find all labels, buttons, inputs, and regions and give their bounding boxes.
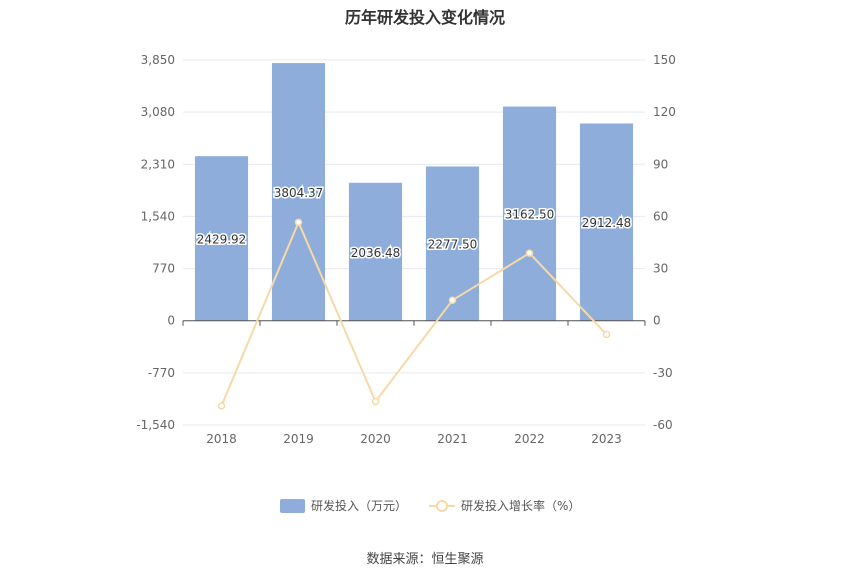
bar [579,123,634,321]
y-right-tick-label: -30 [653,366,673,380]
y-left-tick-label: 2,310 [141,157,175,171]
bar [425,166,480,321]
data-labels: 2429.92 3804.37 2036.48 2277.50 3162.50 2912.… [195,184,633,261]
y-left-tick-label: -770 [148,366,175,380]
bar-value-label: 2429.92 [197,232,247,246]
x-tick-label: 2021 [437,432,468,446]
legend-bar-swatch [280,498,305,513]
legend: 研发投入（万元） 研发投入增长率（%） [280,497,602,514]
x-tick-label: 2019 [283,432,314,446]
x-tick-label: 2020 [360,432,391,446]
y-right-tick-label: 150 [653,53,676,67]
bar-value-label: 2912.48 [582,216,632,230]
growth-point [217,402,226,410]
y-left-tick-label: 1,540 [141,209,175,223]
growth-point [602,330,611,339]
x-tick-label: 2018 [206,432,237,446]
y-left-tick-label: 770 [152,262,175,276]
y-right-tick-label: 30 [653,262,668,276]
legend-item-rd-investment[interactable]: 研发投入（万元） [280,497,407,514]
y-left-tick-label: 3,850 [141,53,175,67]
bar [271,63,326,321]
growth-line-series [217,218,611,410]
legend-item-growth-rate[interactable]: 研发投入增长率（%） [429,497,580,514]
y-right-tick-label: 0 [653,314,661,328]
growth-point [371,397,380,406]
bar-series [194,63,634,321]
data-source: 数据来源：恒生聚源 [366,552,484,567]
y-right-tick-label: 90 [653,157,668,171]
x-tick-label: 2022 [514,432,545,446]
growth-point [448,296,457,304]
y-right-tick-label: 120 [653,105,676,119]
bar [502,106,557,321]
y-right-tick-label: -60 [653,418,673,432]
growth-point [525,249,534,257]
legend-label-growth-rate: 研发投入增长率（%） [461,499,581,513]
bar [194,156,249,321]
bar-value-label: 3804.37 [274,186,324,200]
growth-line [220,219,608,407]
bar-value-label: 2277.50 [428,238,478,252]
legend-line-swatch [429,499,456,513]
y-left-tick-label: 3,080 [141,105,175,119]
grid-lines [183,59,645,426]
y-left-tick-label: 0 [167,314,175,328]
bar-value-label: 2036.48 [351,246,401,260]
legend-label-rd-investment: 研发投入（万元） [311,499,408,513]
bar [348,182,403,321]
chart-title: 历年研发投入变化情况 [344,8,505,27]
growth-point [294,218,303,227]
bar-value-label: 3162.50 [505,208,555,222]
axes: 3,850 150 3,080 120 2,310 90 1,540 60 770 30 0 0 -77… [136,53,676,446]
y-right-tick-label: 60 [653,209,668,223]
x-tick-label: 2023 [591,432,622,446]
y-left-tick-label: -1,540 [136,418,175,432]
